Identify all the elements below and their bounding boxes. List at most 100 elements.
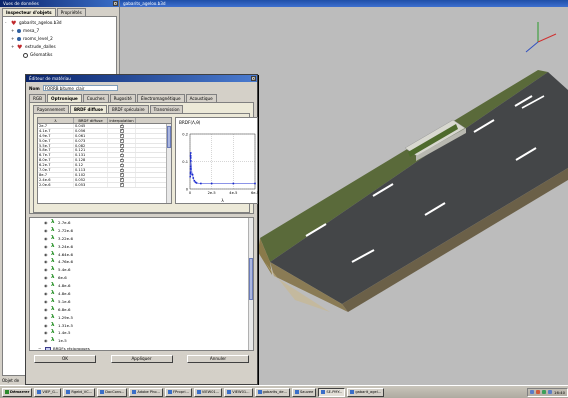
tree-item[interactable]: + ♥ extrude_dalles xyxy=(5,43,114,51)
expand-icon[interactable]: + xyxy=(11,28,15,33)
taskbar-button[interactable]: VIEW01... xyxy=(224,387,253,397)
tab-properties[interactable]: Propriétés xyxy=(56,8,86,16)
taskbar-button[interactable]: SE-PMY... xyxy=(318,387,346,397)
tray-icon[interactable] xyxy=(542,390,547,394)
taskbar-button[interactable]: VIEP_G... xyxy=(34,387,62,397)
brdf-cell[interactable]: 0.12 xyxy=(74,163,108,167)
tab-3[interactable]: Rugosité xyxy=(109,94,136,102)
brdf-cell[interactable]: 0.113 xyxy=(74,168,108,172)
tab-0[interactable]: RGB xyxy=(29,94,47,102)
lambda-cell[interactable]: 2.0e-6 xyxy=(38,182,74,187)
scrollbar-thumb[interactable] xyxy=(167,126,171,148)
tree-item[interactable]: - ♥ gabarits_ageloo.b3d xyxy=(5,19,114,27)
brdf-cell[interactable]: 0.121 xyxy=(74,148,108,152)
taskbar-button[interactable]: FPropri... xyxy=(164,387,192,397)
tray-icon[interactable] xyxy=(548,390,553,394)
list-item[interactable]: ◉ λ 5.1e-6 xyxy=(32,298,251,306)
brdf-cell[interactable]: 0.131 xyxy=(74,153,108,157)
tree-item[interactable]: Géomatiks xyxy=(5,51,114,59)
lambda-cell[interactable]: 2e-7 xyxy=(38,124,74,128)
scrollbar-thumb[interactable] xyxy=(249,258,253,300)
taskbar-button[interactable]: gabarit_agel... xyxy=(347,387,385,397)
eye-icon[interactable]: ◉ xyxy=(44,243,48,249)
eye-icon[interactable]: ◉ xyxy=(44,259,48,265)
tab-1[interactable]: Optronique xyxy=(47,94,82,102)
close-icon[interactable]: × xyxy=(113,1,118,6)
tab-2[interactable]: Couches xyxy=(82,94,109,102)
collapse-icon[interactable]: − xyxy=(38,346,42,351)
apply-button[interactable]: Appliquer xyxy=(110,355,173,363)
list-item[interactable]: − BRDFs réciproques xyxy=(32,345,251,351)
eye-icon[interactable]: ◉ xyxy=(44,298,48,304)
list-item[interactable]: ◉ λ 4.64e-6 xyxy=(32,251,251,259)
tree-item[interactable]: + mesa_7 xyxy=(5,27,114,35)
lambda-cell[interactable]: 6.2e-7 xyxy=(38,163,74,167)
tab-object-inspector[interactable]: Inspecteur d'objets xyxy=(2,8,56,16)
list-item[interactable]: ◉ λ 3.22e-6 xyxy=(32,235,251,243)
collapse-icon[interactable]: - xyxy=(5,20,7,25)
tab-5[interactable]: Acoustique xyxy=(185,94,217,102)
eye-icon[interactable]: ◉ xyxy=(44,251,48,257)
eye-icon[interactable]: ◉ xyxy=(44,330,48,336)
subtab-0[interactable]: Rayonnement xyxy=(33,105,69,113)
tab-4[interactable]: Électromagnétique xyxy=(136,94,185,102)
col-header-brdf[interactable]: BRDF diffuse xyxy=(74,118,108,123)
lambda-cell[interactable]: 8e-7 xyxy=(38,172,74,177)
taskbar-button[interactable]: Rgebt_VC... xyxy=(63,387,96,397)
eye-icon[interactable]: ◉ xyxy=(44,283,48,289)
list-item[interactable]: ◉ λ 6e-6 xyxy=(32,274,251,282)
expand-icon[interactable]: + xyxy=(11,44,15,49)
subtab-1[interactable]: BRDF diffuse xyxy=(69,105,107,113)
brdf-cell[interactable]: 0.061 xyxy=(74,133,108,138)
lambda-cell[interactable]: 5.5e-7 xyxy=(38,143,74,148)
eye-icon[interactable]: ◉ xyxy=(44,227,48,233)
list-item[interactable]: ◉ λ 1.29e-5 xyxy=(32,314,251,322)
brdf-cell[interactable]: 0.073 xyxy=(74,138,108,143)
tray-icon[interactable] xyxy=(536,390,541,394)
cancel-button[interactable]: Annuler xyxy=(187,355,249,363)
ok-button[interactable]: OK xyxy=(34,355,96,363)
list-item[interactable]: ◉ λ 1.4e-5 xyxy=(32,329,251,337)
list-item[interactable]: ◉ λ 4.8e-6 xyxy=(32,290,251,298)
eye-icon[interactable]: ◉ xyxy=(44,275,48,281)
brdf-cell[interactable]: 0.082 xyxy=(74,143,108,148)
brdf-cell[interactable]: 0.045 xyxy=(74,124,108,128)
subtab-3[interactable]: Transmission xyxy=(149,105,184,113)
col-header-lambda[interactable]: λ xyxy=(38,118,74,123)
subtab-2[interactable]: BRDF spéculaire xyxy=(107,105,149,113)
start-button[interactable]: Démarrer xyxy=(2,387,33,397)
brdf-cell[interactable]: 0.102 xyxy=(74,172,108,177)
tree-item[interactable]: + rooms_level_2 xyxy=(5,35,114,43)
tree-scrollbar[interactable] xyxy=(248,218,253,350)
interpolation-checkbox[interactable] xyxy=(120,182,124,187)
col-header-interpolation[interactable]: interpolation xyxy=(108,118,136,123)
close-icon[interactable]: × xyxy=(251,76,256,81)
eye-icon[interactable]: ◉ xyxy=(44,267,48,273)
taskbar-button[interactable]: gabarits_de... xyxy=(254,387,291,397)
table-row[interactable]: 2.0e-6 0.053 xyxy=(38,182,171,188)
eye-icon[interactable]: ◉ xyxy=(44,306,48,312)
lambda-cell[interactable]: 5.8e-7 xyxy=(38,148,74,152)
eye-icon[interactable]: ◉ xyxy=(44,338,48,344)
material-name-input[interactable] xyxy=(42,85,118,91)
taskbar-button[interactable]: Adobe Pho... xyxy=(129,387,163,397)
lambda-cell[interactable]: 4.9e-7 xyxy=(38,133,74,138)
tray-icon[interactable] xyxy=(530,390,535,394)
list-item[interactable]: ◉ λ 2.7e-6 xyxy=(32,219,251,227)
taskbar-button[interactable]: Sauvee xyxy=(292,387,317,397)
list-item[interactable]: ◉ λ 6.8e-6 xyxy=(32,306,251,314)
list-item[interactable]: ◉ λ 2.72e-6 xyxy=(32,227,251,235)
eye-icon[interactable]: ◉ xyxy=(44,322,48,328)
brdf-cell[interactable]: 0.053 xyxy=(74,182,108,187)
list-item[interactable]: ◉ λ 4.76e-6 xyxy=(32,258,251,266)
eye-icon[interactable]: ◉ xyxy=(44,235,48,241)
brdf-cell[interactable]: 0.052 xyxy=(74,177,108,182)
eye-icon[interactable]: ◉ xyxy=(44,314,48,320)
brdf-cell[interactable]: 0.128 xyxy=(74,158,108,162)
lambda-cell[interactable]: 6.7e-7 xyxy=(38,153,74,157)
list-item[interactable]: ◉ λ 1e-5 xyxy=(32,337,251,345)
list-item[interactable]: ◉ λ 1.31e-5 xyxy=(32,322,251,330)
list-item[interactable]: ◉ λ 3.24e-6 xyxy=(32,243,251,251)
taskbar-button[interactable]: VIEW01... xyxy=(193,387,223,397)
eye-icon[interactable]: ◉ xyxy=(44,220,48,225)
